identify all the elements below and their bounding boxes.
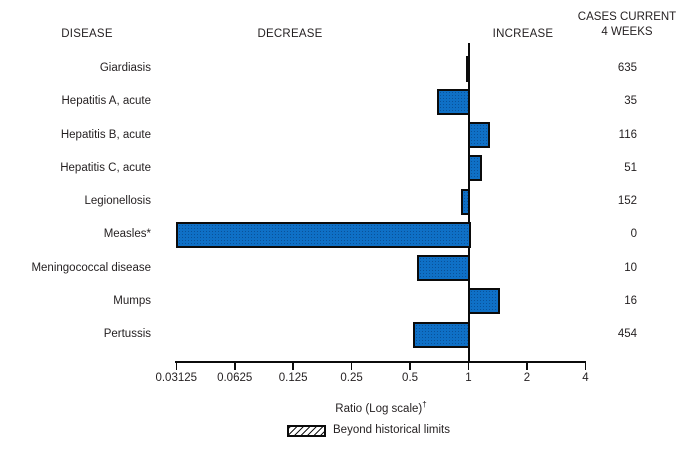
disease-label: Giardiasis: [99, 62, 151, 74]
cases-value: 0: [630, 228, 637, 241]
cases-value: 116: [618, 128, 637, 141]
x-axis-label-text: Ratio (Log scale): [335, 402, 423, 415]
disease-label: Pertussis: [103, 328, 151, 340]
axis-tick: [175, 361, 178, 370]
axis-tick: [409, 361, 411, 370]
axis-tick: [233, 361, 236, 370]
disease-column-header: DISEASE: [61, 28, 113, 40]
ratio-bar: [465, 55, 471, 82]
cases-value: 10: [624, 261, 637, 274]
ratio-bar: [437, 88, 471, 115]
x-axis-line: [175, 361, 587, 363]
legend-label: Beyond historical limits: [333, 424, 450, 436]
axis-tick-label: 0.5: [402, 372, 419, 384]
axis-tick-label: 0.125: [278, 372, 308, 384]
cases-header-line1: CASES CURRENT: [577, 11, 677, 23]
ratio-bar: [468, 288, 500, 315]
disease-label: Hepatitis B, acute: [60, 128, 151, 141]
cases-value: 35: [624, 95, 637, 108]
decrease-header: DECREASE: [257, 28, 323, 40]
disease-label: Measles*: [103, 228, 151, 241]
x-axis-label: Ratio (Log scale)†: [281, 398, 481, 416]
axis-tick-label: 0.25: [340, 372, 363, 384]
cases-value: 16: [624, 294, 637, 307]
disease-label: Hepatitis C, acute: [60, 161, 151, 174]
ratio-bar: [461, 188, 471, 215]
ratio-bar: [176, 221, 471, 248]
axis-tick: [526, 361, 528, 370]
axis-tick-label: 2: [523, 372, 531, 384]
cases-current-header: CASES CURRENT 4 WEEKS: [567, 10, 687, 40]
axis-tick-label: 1: [465, 372, 472, 384]
cases-header-line2: 4 WEEKS: [601, 26, 653, 38]
cases-value: 152: [617, 195, 637, 207]
cases-value: 454: [617, 328, 637, 340]
beyond-historical-limits-swatch: [287, 425, 326, 437]
disease-label: Legionellosis: [84, 195, 152, 207]
increase-header: INCREASE: [492, 28, 554, 40]
axis-tick-label: 0.03125: [155, 372, 198, 384]
ratio-bar: [468, 122, 491, 148]
axis-tick: [584, 361, 587, 370]
axis-tick: [292, 361, 294, 370]
ratio-bar: [413, 321, 471, 348]
axis-tick-label: 0.0625: [217, 372, 253, 384]
disease-label: Meningococcal disease: [31, 261, 151, 274]
cases-value: 51: [624, 161, 637, 174]
ratio-bar: [468, 155, 483, 182]
axis-tick: [467, 361, 470, 370]
cases-value: 635: [617, 62, 637, 74]
axis-tick: [350, 361, 353, 370]
ratio-bar: [416, 255, 471, 281]
dagger-footnote-mark: †: [422, 400, 427, 409]
disease-label: Hepatitis A, acute: [61, 95, 152, 108]
axis-tick-label: 4: [582, 372, 589, 384]
disease-label: Mumps: [113, 294, 151, 307]
